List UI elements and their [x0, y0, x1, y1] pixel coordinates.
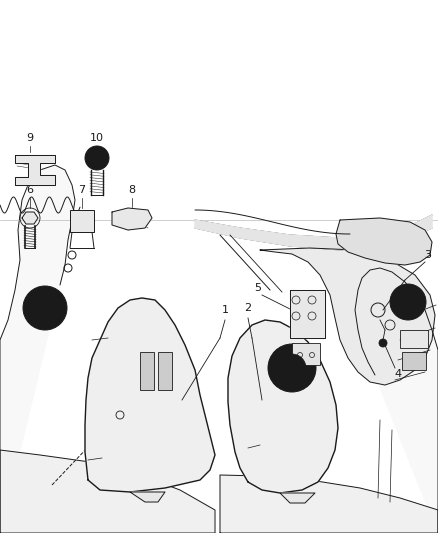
- Bar: [400, 330, 428, 348]
- Polygon shape: [0, 165, 75, 533]
- Circle shape: [85, 146, 109, 170]
- Polygon shape: [220, 475, 438, 533]
- Text: 8: 8: [128, 185, 136, 195]
- Polygon shape: [15, 155, 55, 185]
- Circle shape: [379, 339, 387, 347]
- Text: 9: 9: [26, 133, 34, 143]
- Text: 7: 7: [78, 185, 85, 195]
- Polygon shape: [0, 450, 215, 533]
- Bar: [70, 210, 94, 232]
- Polygon shape: [130, 492, 165, 502]
- Bar: [292, 343, 320, 365]
- Text: 6: 6: [27, 185, 33, 195]
- Circle shape: [390, 284, 426, 320]
- Polygon shape: [355, 268, 438, 533]
- Text: 10: 10: [90, 133, 104, 143]
- Text: 3: 3: [424, 250, 431, 260]
- Polygon shape: [290, 290, 325, 338]
- Circle shape: [93, 154, 101, 162]
- Polygon shape: [228, 320, 338, 493]
- Text: 4: 4: [395, 369, 402, 379]
- Circle shape: [23, 286, 67, 330]
- Text: 5: 5: [254, 283, 261, 293]
- Bar: [402, 352, 426, 370]
- Text: 1: 1: [222, 305, 229, 315]
- Circle shape: [268, 344, 316, 392]
- Bar: [158, 352, 172, 390]
- Circle shape: [278, 354, 306, 382]
- Text: 2: 2: [244, 303, 251, 313]
- Polygon shape: [195, 215, 432, 250]
- Polygon shape: [260, 248, 435, 385]
- Polygon shape: [85, 298, 215, 492]
- Polygon shape: [336, 218, 432, 265]
- Circle shape: [398, 292, 418, 312]
- Circle shape: [33, 296, 57, 320]
- Polygon shape: [112, 208, 152, 230]
- Polygon shape: [280, 493, 315, 503]
- Bar: [140, 352, 154, 390]
- Polygon shape: [22, 212, 38, 224]
